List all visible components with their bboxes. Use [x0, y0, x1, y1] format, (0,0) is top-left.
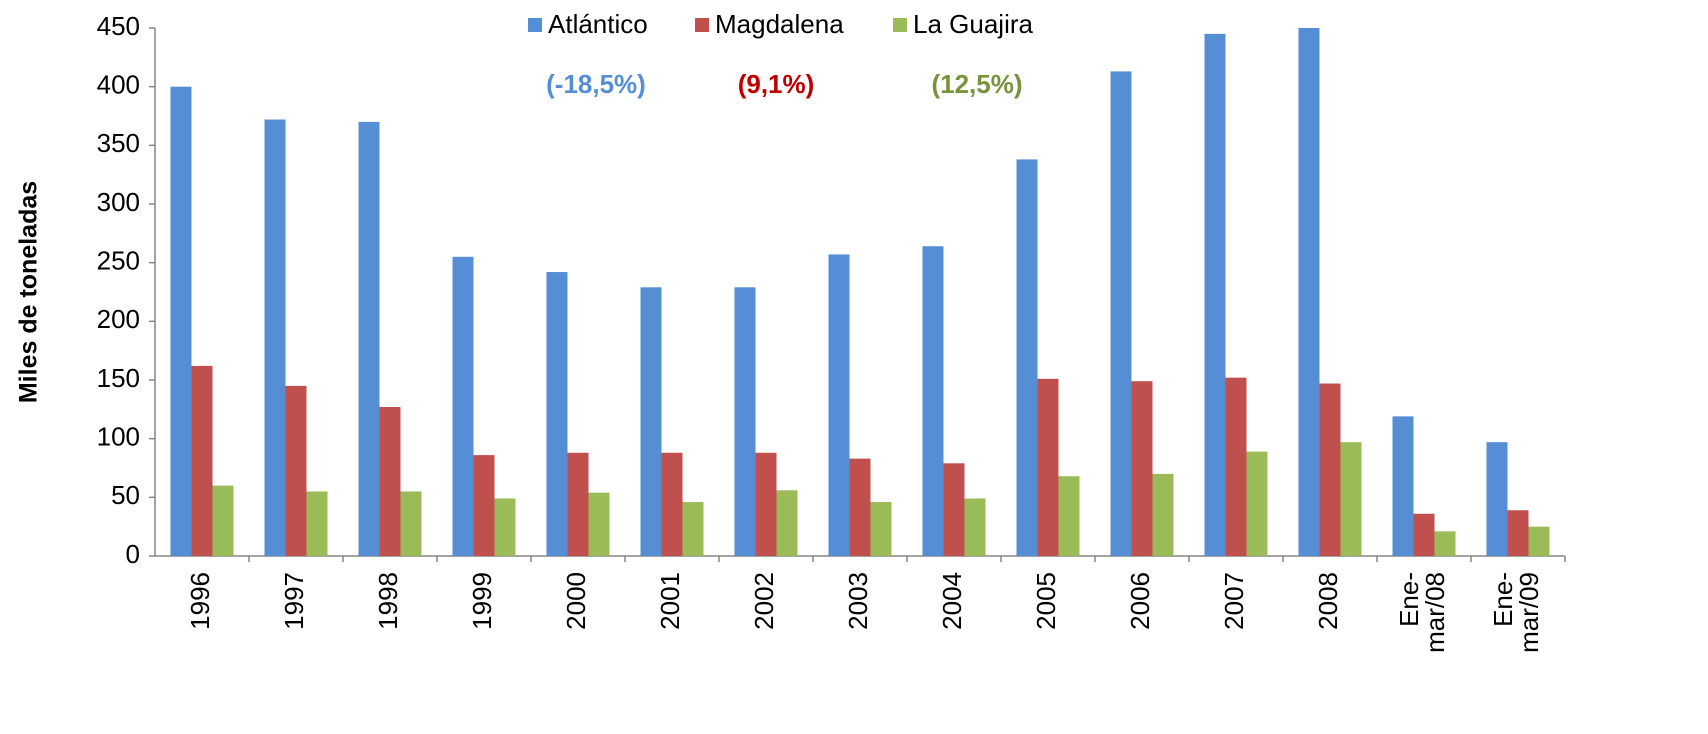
bar	[1058, 476, 1080, 556]
bar	[1152, 473, 1174, 556]
bar	[1110, 71, 1132, 556]
bar	[546, 272, 568, 556]
x-tick-label-line: 2003	[843, 572, 873, 630]
x-tick-label: 2008	[1313, 572, 1343, 630]
y-tick-label: 250	[97, 246, 140, 276]
bar	[1131, 381, 1153, 556]
bar	[776, 490, 798, 556]
bar	[922, 246, 944, 557]
bar	[1298, 28, 1320, 556]
bar	[1037, 378, 1059, 556]
x-tick-label-line: 2007	[1219, 572, 1249, 630]
x-tick-label-line: 1999	[467, 572, 497, 630]
x-tick-label: 1999	[467, 572, 497, 630]
bar	[588, 492, 610, 556]
bar	[1225, 377, 1247, 556]
x-tick-label: 1996	[185, 572, 215, 630]
bar	[1434, 531, 1456, 556]
bar	[1486, 442, 1508, 556]
x-tick-label-line: 2006	[1125, 572, 1155, 630]
legend-swatch	[893, 18, 907, 32]
x-tick-label-line: 1996	[185, 572, 215, 630]
x-tick-label-line: 2000	[561, 572, 591, 630]
bar	[306, 491, 328, 556]
bar	[452, 256, 474, 556]
bar	[755, 452, 777, 556]
bar	[870, 502, 892, 556]
x-tick-label-line: Ene-	[1394, 572, 1424, 627]
bar	[1246, 451, 1268, 556]
y-tick-label: 0	[126, 539, 140, 569]
bar	[1507, 510, 1529, 556]
x-tick-label-line: 1997	[279, 572, 309, 630]
bar	[640, 287, 662, 556]
bar	[1528, 526, 1550, 556]
bar	[285, 385, 307, 556]
legend-label: Atlántico	[548, 9, 648, 39]
x-tick-label-line: 2002	[749, 572, 779, 630]
y-tick-label: 350	[97, 128, 140, 158]
x-tick-label: 2002	[749, 572, 779, 630]
annotation: (12,5%)	[931, 69, 1022, 99]
bar	[661, 452, 683, 556]
x-tick-label: 1998	[373, 572, 403, 630]
bar	[567, 452, 589, 556]
bar	[170, 86, 192, 557]
y-tick-label: 300	[97, 187, 140, 217]
x-tick-label-line: Ene-	[1488, 572, 1518, 627]
x-tick-label-line: mar/09	[1514, 572, 1544, 653]
legend-label: Magdalena	[715, 9, 844, 39]
annotation: (9,1%)	[738, 69, 815, 99]
x-tick-label: 1997	[279, 572, 309, 630]
bar	[682, 502, 704, 556]
x-tick-label: 2000	[561, 572, 591, 630]
y-tick-label: 450	[97, 11, 140, 41]
x-tick-label: 2006	[1125, 572, 1155, 630]
bar	[964, 498, 986, 556]
bar	[1413, 513, 1435, 556]
x-tick-label-line: 2005	[1031, 572, 1061, 630]
legend-swatch	[528, 18, 542, 32]
x-tick-label-line: 2008	[1313, 572, 1343, 630]
x-tick-label-line: 2001	[655, 572, 685, 630]
bar	[1204, 33, 1226, 557]
legend-swatch	[695, 18, 709, 32]
bar	[828, 254, 850, 556]
bar	[734, 287, 756, 556]
bar	[379, 406, 401, 556]
y-tick-label: 50	[111, 480, 140, 510]
y-tick-label: 150	[97, 363, 140, 393]
x-tick-label: 2005	[1031, 572, 1061, 630]
y-axis-label: Miles de toneladas	[15, 181, 43, 403]
bar	[400, 491, 422, 556]
x-tick-label: Ene-mar/08	[1394, 572, 1450, 653]
bar	[849, 458, 871, 556]
x-tick-label: 2004	[937, 572, 967, 630]
x-tick-label-line: 1998	[373, 572, 403, 630]
y-tick-label: 100	[97, 422, 140, 452]
bar	[473, 455, 495, 556]
bar	[1319, 383, 1341, 556]
y-tick-label: 200	[97, 304, 140, 334]
bar	[494, 498, 516, 556]
bar	[358, 121, 380, 556]
legend-label: La Guajira	[913, 9, 1033, 39]
x-tick-label: 2003	[843, 572, 873, 630]
annotation: (-18,5%)	[546, 69, 646, 99]
bar	[191, 365, 213, 556]
bar	[264, 119, 286, 557]
y-tick-label: 400	[97, 70, 140, 100]
x-tick-label: 2007	[1219, 572, 1249, 630]
bar	[212, 485, 234, 556]
x-tick-label: 2001	[655, 572, 685, 630]
bar	[1340, 442, 1362, 556]
x-tick-label: Ene-mar/09	[1488, 572, 1544, 653]
bar	[943, 463, 965, 556]
x-tick-label-line: mar/08	[1420, 572, 1450, 653]
bar	[1392, 416, 1414, 556]
x-tick-label-line: 2004	[937, 572, 967, 630]
bar	[1016, 159, 1038, 556]
